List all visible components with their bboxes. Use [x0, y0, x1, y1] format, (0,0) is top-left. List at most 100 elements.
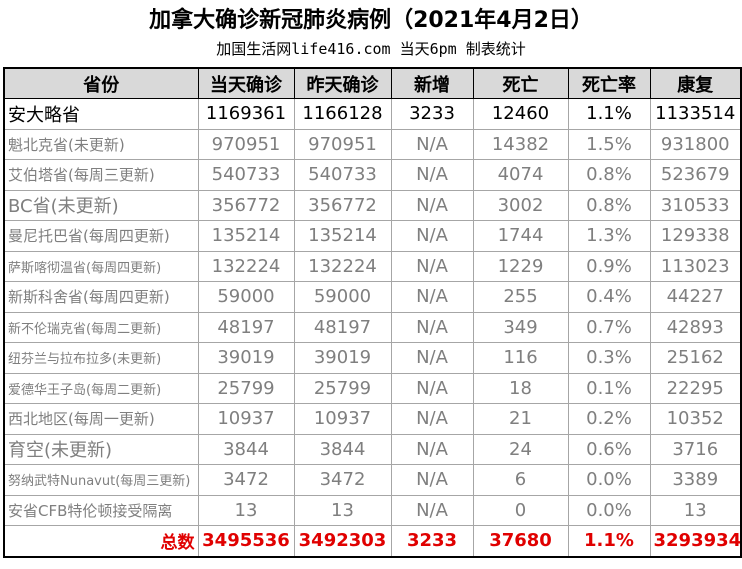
data-table: 省份 当天确诊 昨天确诊 新增 死亡 死亡率 康复 安大略省 1169361 1166128 32…: [3, 67, 742, 558]
total-cell: 37680: [472, 525, 569, 557]
value-cell: 12460: [472, 98, 569, 130]
value-cell: 356772: [293, 189, 392, 221]
value-cell: 14382: [472, 128, 569, 160]
table-row: 纽芬兰与拉布拉多(未更新) 39019 39019 N/A 116 0.3% 25162: [3, 342, 742, 374]
value-cell: 25799: [197, 372, 295, 404]
value-cell: N/A: [390, 250, 474, 282]
column-header: 新增: [390, 67, 474, 99]
province-cell: 曼尼托巴省(每周四更新): [3, 220, 199, 252]
value-cell: 3002: [472, 189, 569, 221]
value-cell: 3844: [197, 433, 295, 465]
value-cell: 1133514: [649, 98, 742, 130]
value-cell: 3716: [649, 433, 742, 465]
table-row: BC省(未更新) 356772 356772 N/A 3002 0.8% 310533: [3, 189, 742, 221]
table-row: 爱德华王子岛(每周二更新) 25799 25799 N/A 18 0.1% 22295: [3, 372, 742, 404]
total-cell: 3495536: [197, 525, 295, 557]
table-row: 新斯科舍省(每周四更新) 59000 59000 N/A 255 0.4% 44227: [3, 281, 742, 313]
value-cell: 42893: [649, 311, 742, 343]
value-cell: 970951: [293, 128, 392, 160]
table-row: 艾伯塔省(每周三更新) 540733 540733 N/A 4074 0.8% 523679: [3, 159, 742, 191]
column-header: 省份: [3, 67, 199, 99]
value-cell: N/A: [390, 220, 474, 252]
province-cell: 新斯科舍省(每周四更新): [3, 281, 199, 313]
value-cell: 59000: [197, 281, 295, 313]
value-cell: 0.1%: [567, 372, 651, 404]
value-cell: 0: [472, 494, 569, 526]
value-cell: 13: [293, 494, 392, 526]
table-row: 安大略省 1169361 1166128 3233 12460 1.1% 1133514: [3, 98, 742, 130]
value-cell: 0.4%: [567, 281, 651, 313]
province-cell: 爱德华王子岛(每周二更新): [3, 372, 199, 404]
value-cell: 1229: [472, 250, 569, 282]
subtitle: 加国生活网life416.com 当天6pm 制表统计: [216, 40, 526, 58]
value-cell: N/A: [390, 159, 474, 191]
value-cell: 25799: [293, 372, 392, 404]
province-cell: 西北地区(每周一更新): [3, 403, 199, 435]
value-cell: 3233: [390, 98, 474, 130]
value-cell: 356772: [197, 189, 295, 221]
value-cell: 116: [472, 342, 569, 374]
value-cell: 931800: [649, 128, 742, 160]
value-cell: 1.3%: [567, 220, 651, 252]
value-cell: 523679: [649, 159, 742, 191]
value-cell: 1744: [472, 220, 569, 252]
province-cell: 安省CFB特伦顿接受隔离: [3, 494, 199, 526]
value-cell: 0.0%: [567, 464, 651, 496]
value-cell: 13: [649, 494, 742, 526]
header-row: 省份 当天确诊 昨天确诊 新增 死亡 死亡率 康复: [3, 67, 742, 99]
value-cell: 255: [472, 281, 569, 313]
table-row: 西北地区(每周一更新) 10937 10937 N/A 21 0.2% 10352: [3, 403, 742, 435]
value-cell: 132224: [197, 250, 295, 282]
value-cell: 3472: [197, 464, 295, 496]
value-cell: 349: [472, 311, 569, 343]
value-cell: 44227: [649, 281, 742, 313]
table-row: 萨斯喀彻温省(每周四更新) 132224 132224 N/A 1229 0.9% 1130…: [3, 250, 742, 282]
value-cell: 10937: [293, 403, 392, 435]
province-cell: 艾伯塔省(每周三更新): [3, 159, 199, 191]
value-cell: N/A: [390, 433, 474, 465]
value-cell: N/A: [390, 372, 474, 404]
value-cell: 4074: [472, 159, 569, 191]
column-header: 死亡: [472, 67, 569, 99]
province-cell: 新不伦瑞克省(每周二更新): [3, 311, 199, 343]
column-header: 死亡率: [567, 67, 651, 99]
value-cell: 0.7%: [567, 311, 651, 343]
value-cell: 0.2%: [567, 403, 651, 435]
value-cell: 113023: [649, 250, 742, 282]
province-cell: BC省(未更新): [3, 189, 199, 221]
value-cell: 24: [472, 433, 569, 465]
column-header: 昨天确诊: [293, 67, 392, 99]
value-cell: N/A: [390, 311, 474, 343]
value-cell: N/A: [390, 342, 474, 374]
total-cell: 3293934: [649, 525, 742, 557]
province-cell: 育空(未更新): [3, 433, 199, 465]
value-cell: 18: [472, 372, 569, 404]
value-cell: 0.8%: [567, 159, 651, 191]
province-cell: 努纳武特Nunavut(每周三更新): [3, 464, 199, 496]
table-row: 安省CFB特伦顿接受隔离 13 13 N/A 0 0.0% 13: [3, 494, 742, 526]
value-cell: 132224: [293, 250, 392, 282]
value-cell: 13: [197, 494, 295, 526]
value-cell: 10352: [649, 403, 742, 435]
value-cell: 39019: [293, 342, 392, 374]
total-cell: 3233: [390, 525, 474, 557]
value-cell: 310533: [649, 189, 742, 221]
total-label: 总数: [3, 525, 199, 557]
table-row: 努纳武特Nunavut(每周三更新) 3472 3472 N/A 6 0.0% 3389: [3, 464, 742, 496]
value-cell: 3844: [293, 433, 392, 465]
value-cell: 540733: [293, 159, 392, 191]
value-cell: 0.3%: [567, 342, 651, 374]
value-cell: 6: [472, 464, 569, 496]
value-cell: 3389: [649, 464, 742, 496]
province-cell: 萨斯喀彻温省(每周四更新): [3, 250, 199, 282]
table-row: 新不伦瑞克省(每周二更新) 48197 48197 N/A 349 0.7% 42893: [3, 311, 742, 343]
province-cell: 魁北克省(未更新): [3, 128, 199, 160]
value-cell: N/A: [390, 189, 474, 221]
value-cell: N/A: [390, 128, 474, 160]
value-cell: 3472: [293, 464, 392, 496]
total-row: 总数 3495536 3492303 3233 37680 1.1% 3293934: [3, 525, 742, 557]
value-cell: 48197: [293, 311, 392, 343]
value-cell: 0.0%: [567, 494, 651, 526]
value-cell: 0.8%: [567, 189, 651, 221]
